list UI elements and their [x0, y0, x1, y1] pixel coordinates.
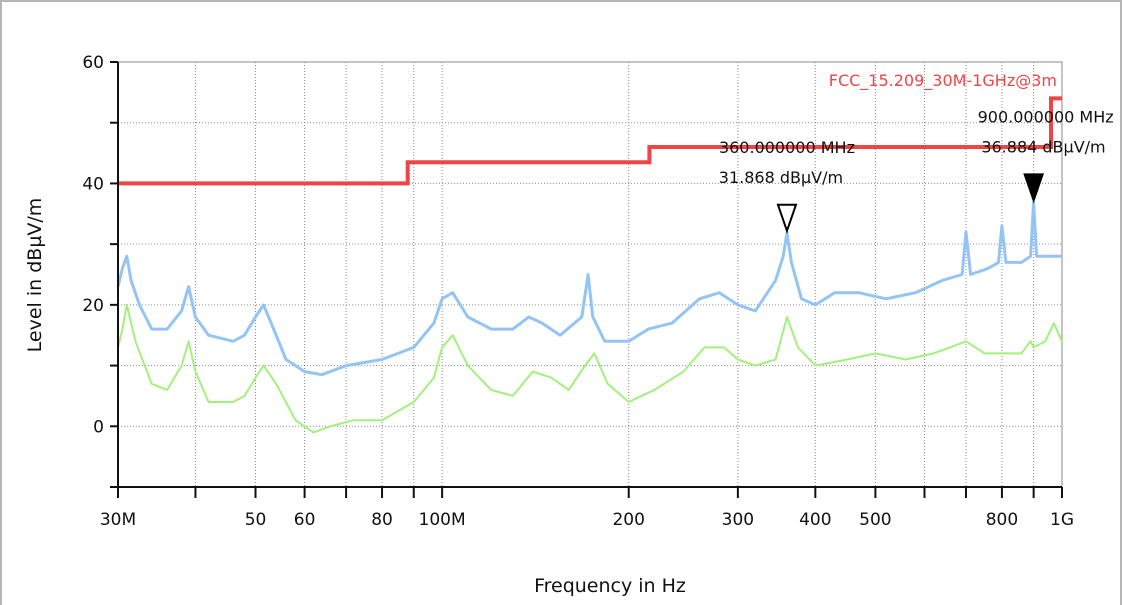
traces [116, 200, 1063, 434]
marker-level-label: 31.868 dBµV/m [719, 168, 843, 187]
axes: 0 20 40 60 30M 50 60 80 100M 200 300 400 500 800 1G [82, 53, 1074, 530]
x-tick-label: 500 [859, 510, 891, 530]
x-tick-label: 50 [245, 510, 267, 530]
x-axis-title: Frequency in Hz [534, 575, 686, 597]
limit-line-label: FCC_15.209_30M-1GHz@3m [829, 71, 1057, 91]
x-tick-label: 1G [1050, 510, 1074, 530]
marker-level-label: 36.884 dBµV/m [981, 137, 1105, 156]
trace-blue [116, 200, 1062, 377]
markers: 360.000000 MHz 31.868 dBµV/m 900.000000 MH… [719, 107, 1114, 234]
x-tick-label: 100M [419, 510, 466, 530]
x-tick-label: 200 [612, 510, 644, 530]
marker-filled-triangle [1023, 173, 1045, 204]
trace-green [117, 303, 1063, 434]
x-tick-label: 800 [986, 510, 1018, 530]
x-tick-label: 400 [799, 510, 831, 530]
marker-frequency-label: 900.000000 MHz [978, 107, 1114, 126]
x-tick-label: 30M [100, 510, 136, 530]
y-tick-label: 60 [82, 53, 104, 73]
y-tick-label: 0 [93, 417, 104, 437]
limit-line [118, 96, 1062, 186]
x-tick-label: 300 [722, 510, 754, 530]
y-tick-label: 40 [82, 174, 104, 194]
marker-frequency-label: 360.000000 MHz [719, 138, 855, 157]
y-tick-label: 20 [82, 296, 104, 316]
plot-area-frame [117, 61, 1063, 488]
y-axis-title: Level in dBµV/m [24, 198, 46, 353]
x-tick-label: 60 [294, 510, 316, 530]
limit-line-group [118, 96, 1062, 186]
x-tick-label: 80 [371, 510, 393, 530]
marker-open-triangle [776, 203, 798, 234]
